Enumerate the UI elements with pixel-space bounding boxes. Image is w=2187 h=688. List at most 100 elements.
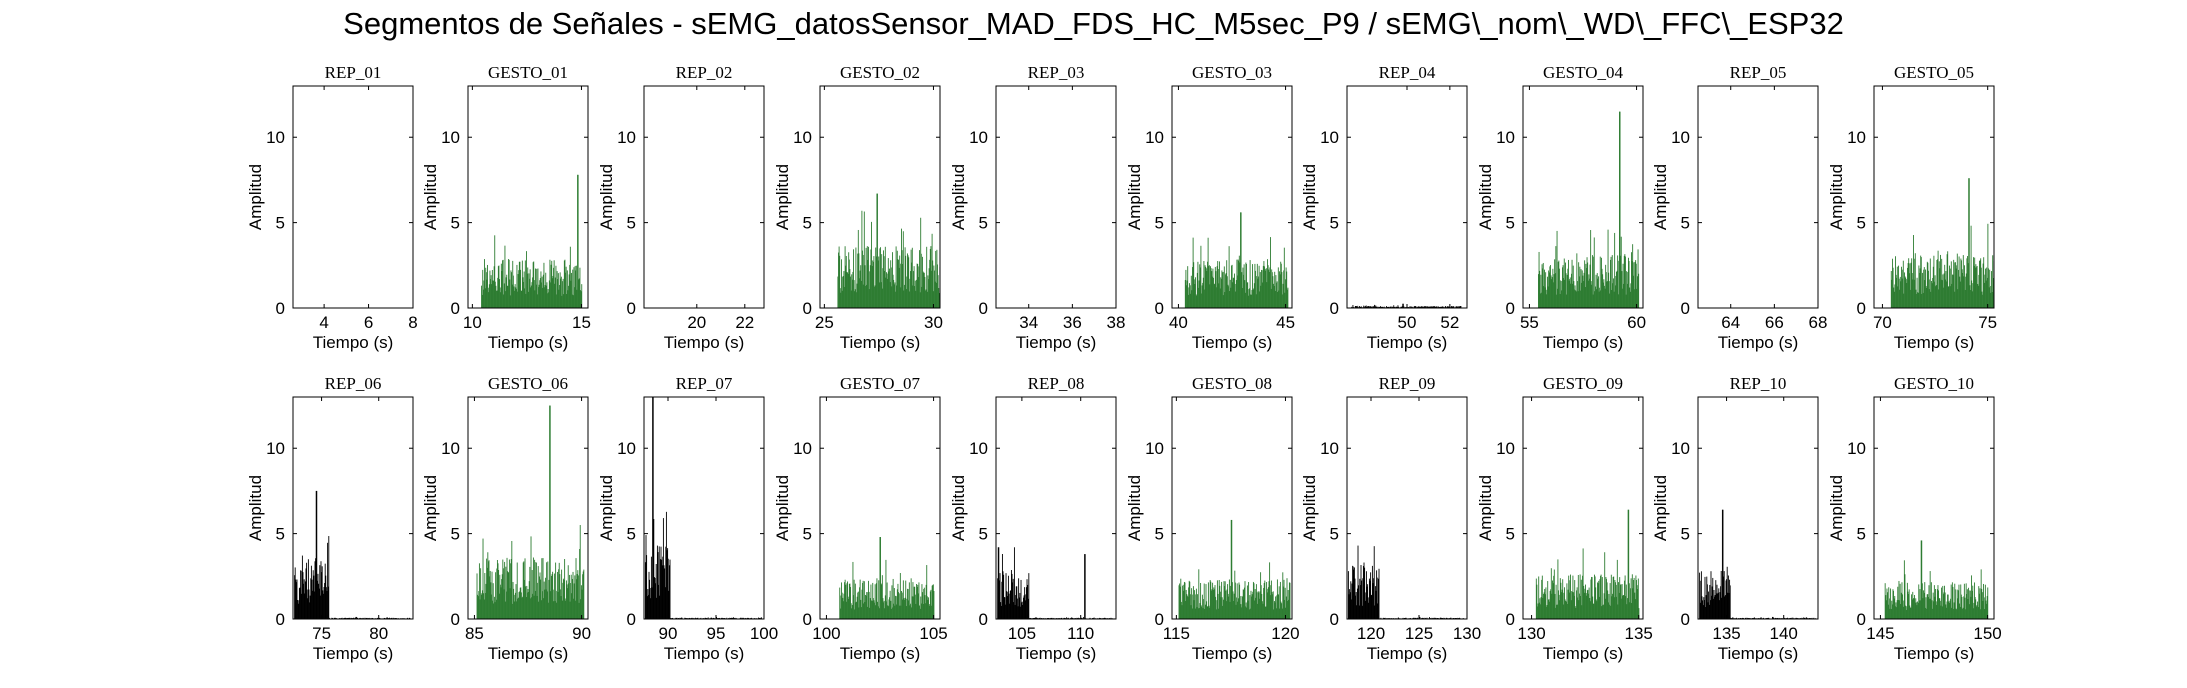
signal-bar: [1004, 597, 1006, 619]
signal-bar: [1902, 606, 1904, 619]
subplot-title: REP_07: [676, 374, 733, 393]
signal-bar: [1982, 600, 1984, 619]
signal-bar: [519, 591, 521, 619]
signal-bar: [1204, 265, 1206, 308]
signal-bar: [895, 291, 896, 308]
signal-bar: [1015, 586, 1017, 619]
signal-bar: [567, 565, 569, 619]
signal-bar: [1231, 264, 1233, 308]
signal-bar: [1601, 268, 1603, 308]
signal-bar: [486, 567, 488, 619]
signal-bar: [559, 272, 561, 308]
signal-bar: [1556, 604, 1558, 619]
signal-bar: [347, 617, 349, 619]
signal-bar: [1920, 255, 1922, 308]
subplot-title: REP_05: [1730, 63, 1787, 82]
signal-bar: [854, 291, 856, 308]
signal-bar: [907, 255, 909, 308]
signal-bar: [1968, 178, 1970, 308]
signal-bar: [344, 617, 346, 619]
signal-bar: [844, 582, 845, 619]
signal-bar: [1941, 587, 1943, 619]
signal-bar: [887, 278, 889, 308]
signal-bar: [490, 582, 492, 619]
signal-bar: [1599, 579, 1601, 619]
signal-bar: [476, 573, 478, 619]
signal-bar: [887, 258, 889, 308]
signal-bar: [297, 599, 299, 619]
subplot-title: GESTO_10: [1894, 374, 1974, 393]
signal-bar: [1243, 587, 1245, 619]
signal-bar: [1378, 568, 1380, 619]
signal-bar: [1352, 565, 1354, 619]
signal-bar: [1252, 264, 1253, 308]
signal-bar: [561, 569, 563, 619]
signal-bar: [481, 590, 483, 619]
signal-bar: [555, 590, 557, 619]
signal-bar: [1223, 266, 1225, 308]
signal-bar: [657, 552, 659, 619]
signal-bar: [1350, 599, 1352, 619]
signal-bar: [922, 256, 923, 308]
signal-bar: [1435, 617, 1436, 619]
signal-bar: [902, 580, 904, 619]
signal-bar: [553, 267, 554, 308]
signal-bar: [1555, 246, 1557, 308]
signal-bar: [1267, 587, 1269, 619]
signal-bar: [1902, 269, 1904, 308]
signal-bar: [937, 264, 938, 308]
axes-box: [643, 85, 765, 309]
signal-bar: [561, 295, 563, 308]
signal-bar: [560, 276, 562, 308]
signal-bar: [848, 583, 850, 619]
x-axis-label: Tiempo (s): [1543, 333, 1624, 352]
signal-bar: [892, 578, 894, 619]
signal-bar: [1396, 306, 1398, 308]
signal-bar: [1578, 600, 1580, 619]
signal-bar: [1970, 290, 1971, 308]
signal-bar: [931, 585, 933, 619]
signal-bar: [1025, 594, 1027, 619]
signal-bar: [513, 588, 515, 619]
signal-bar: [927, 599, 929, 619]
signal-bar: [1437, 306, 1439, 308]
signal-bar: [1553, 282, 1554, 308]
signal-bar: [1278, 586, 1280, 619]
signal-bar: [1286, 289, 1288, 308]
signal-bar: [1602, 274, 1604, 308]
signal-bar: [646, 555, 648, 619]
signal-bar: [1625, 294, 1627, 308]
signal-bar: [1414, 306, 1416, 308]
signal-bar: [1386, 306, 1387, 308]
signal-bar: [1910, 289, 1911, 308]
signal-bar: [1000, 605, 1002, 619]
signal-bar: [872, 260, 874, 308]
signal-bar: [648, 571, 650, 619]
signal-bar: [1211, 276, 1213, 308]
signal-bar: [1552, 580, 1553, 619]
signal-bar: [1985, 280, 1987, 308]
signal-bar: [1954, 583, 1956, 619]
signal-bar: [1261, 601, 1263, 619]
y-tick-label: 5: [1330, 525, 1339, 544]
signal-bar: [523, 271, 525, 308]
signal-bar: [1963, 596, 1965, 619]
y-tick-label: 0: [451, 299, 460, 318]
signal-bar: [759, 617, 761, 619]
signal-bar: [851, 279, 853, 308]
signal-bar: [1444, 306, 1446, 308]
signal-bar: [492, 280, 494, 308]
signal-bar: [1575, 290, 1577, 308]
signal-bar: [922, 603, 924, 619]
signal-bar: [861, 589, 863, 619]
signal-bar: [684, 617, 686, 619]
signal-bar: [505, 291, 506, 308]
signal-bar: [1626, 271, 1628, 308]
signal-bar: [1630, 578, 1632, 619]
signal-bar: [661, 565, 663, 619]
signal-bar: [482, 289, 484, 308]
signal-bar: [319, 595, 321, 619]
signal-bar: [300, 570, 302, 619]
signal-bar: [538, 284, 540, 308]
